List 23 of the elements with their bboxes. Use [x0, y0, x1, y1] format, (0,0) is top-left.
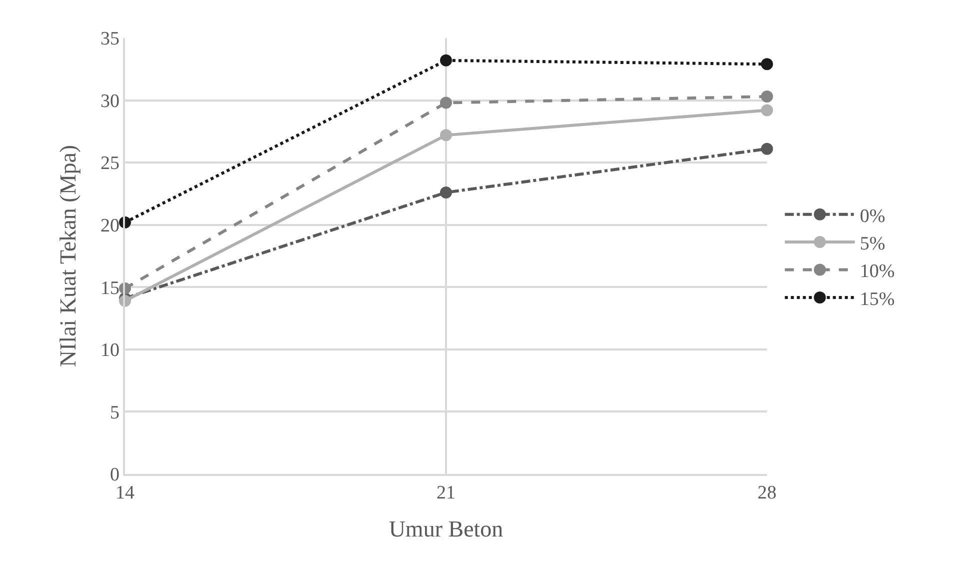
y-tick-label: 20 [100, 216, 120, 237]
x-tick-label: 21 [436, 482, 456, 504]
x-axis-title: Umur Beton [388, 516, 504, 542]
point [761, 90, 773, 103]
y-tick-label: 5 [110, 402, 120, 424]
point [440, 186, 452, 198]
x-tick-label: 28 [758, 482, 776, 504]
y-tick-label: 25 [100, 153, 120, 174]
point [440, 54, 452, 66]
legend-label: 15% [860, 288, 895, 310]
legend-label: 5% [860, 233, 886, 254]
point [761, 142, 773, 155]
y-tick-label: 10 [100, 340, 120, 362]
y-tick-label: 35 [100, 28, 120, 50]
point [761, 104, 773, 116]
point [440, 96, 452, 109]
y-tick-label: 15 [100, 278, 120, 299]
y-axis-title: NIlai Kuat Tekan (Mpa) [55, 144, 80, 368]
legend-label: 10% [860, 261, 895, 282]
y-tick-label: 30 [100, 90, 120, 112]
legend-label: 0% [860, 206, 886, 227]
point [761, 58, 773, 70]
point [440, 129, 452, 142]
